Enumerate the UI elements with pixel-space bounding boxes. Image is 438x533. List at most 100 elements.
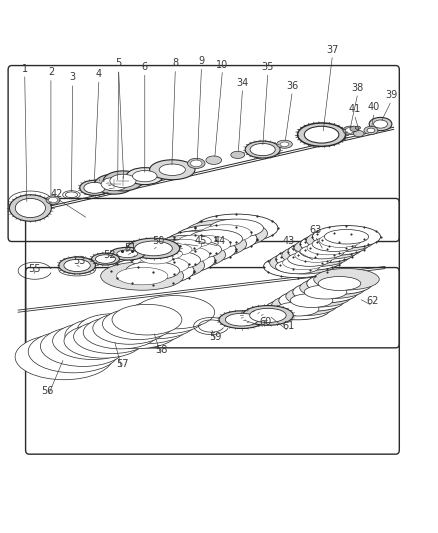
Text: 43: 43 — [283, 236, 295, 246]
Ellipse shape — [133, 171, 157, 182]
Text: 55: 55 — [28, 264, 41, 273]
Ellipse shape — [195, 214, 278, 243]
Ellipse shape — [77, 314, 147, 347]
Ellipse shape — [243, 305, 293, 325]
Ellipse shape — [101, 177, 127, 191]
Text: 2: 2 — [48, 68, 54, 77]
Ellipse shape — [346, 127, 354, 133]
Text: 63: 63 — [309, 225, 321, 236]
Ellipse shape — [110, 174, 136, 188]
Ellipse shape — [169, 239, 201, 251]
Ellipse shape — [307, 241, 349, 255]
Ellipse shape — [49, 197, 58, 203]
Ellipse shape — [283, 256, 325, 270]
Ellipse shape — [101, 262, 184, 290]
Ellipse shape — [350, 126, 359, 132]
Ellipse shape — [250, 308, 286, 322]
Ellipse shape — [209, 219, 263, 237]
Ellipse shape — [95, 174, 134, 194]
Text: 5: 5 — [116, 59, 122, 68]
Ellipse shape — [206, 156, 222, 164]
Text: 34: 34 — [237, 78, 249, 87]
Text: 56: 56 — [42, 386, 54, 397]
Ellipse shape — [150, 248, 182, 260]
Ellipse shape — [312, 237, 357, 252]
Ellipse shape — [231, 151, 245, 158]
Ellipse shape — [15, 334, 113, 379]
Ellipse shape — [143, 241, 226, 269]
Ellipse shape — [168, 231, 222, 251]
Ellipse shape — [319, 233, 361, 247]
Ellipse shape — [153, 236, 236, 264]
Ellipse shape — [184, 220, 268, 248]
Ellipse shape — [353, 131, 364, 136]
Text: 35: 35 — [262, 62, 274, 72]
Ellipse shape — [117, 268, 168, 285]
Text: 51: 51 — [125, 243, 137, 253]
Ellipse shape — [325, 229, 369, 244]
Ellipse shape — [187, 158, 205, 168]
Text: 9: 9 — [198, 56, 205, 66]
Text: 37: 37 — [326, 45, 339, 54]
Ellipse shape — [265, 298, 330, 320]
Ellipse shape — [114, 305, 196, 339]
Ellipse shape — [307, 273, 372, 294]
Text: 50: 50 — [152, 236, 165, 246]
Ellipse shape — [149, 240, 203, 260]
Ellipse shape — [59, 263, 95, 276]
Ellipse shape — [15, 198, 46, 217]
Ellipse shape — [286, 286, 351, 307]
Ellipse shape — [112, 304, 182, 335]
Text: 6: 6 — [142, 62, 148, 71]
Ellipse shape — [102, 308, 174, 340]
Ellipse shape — [295, 248, 337, 262]
Ellipse shape — [314, 269, 379, 290]
Ellipse shape — [138, 257, 189, 274]
Ellipse shape — [130, 248, 184, 268]
Ellipse shape — [83, 316, 158, 349]
Ellipse shape — [179, 235, 211, 247]
Ellipse shape — [74, 320, 150, 353]
Text: 1: 1 — [21, 64, 28, 74]
Ellipse shape — [264, 255, 332, 278]
Ellipse shape — [312, 225, 381, 248]
Ellipse shape — [95, 255, 116, 263]
Text: 38: 38 — [352, 83, 364, 93]
Text: 44: 44 — [214, 236, 226, 246]
Text: 45: 45 — [194, 236, 207, 246]
Text: 8: 8 — [172, 59, 178, 68]
Ellipse shape — [290, 294, 333, 308]
Ellipse shape — [174, 225, 257, 253]
Ellipse shape — [139, 244, 193, 264]
Ellipse shape — [53, 322, 133, 360]
Ellipse shape — [294, 237, 362, 259]
Ellipse shape — [272, 294, 337, 316]
Ellipse shape — [127, 238, 180, 259]
Text: 41: 41 — [348, 104, 360, 114]
Ellipse shape — [188, 230, 243, 248]
Ellipse shape — [250, 143, 275, 156]
Text: 10: 10 — [216, 60, 229, 70]
Ellipse shape — [364, 126, 378, 134]
Ellipse shape — [110, 247, 145, 260]
Ellipse shape — [355, 126, 360, 130]
Ellipse shape — [367, 128, 375, 133]
Ellipse shape — [200, 225, 252, 243]
Ellipse shape — [28, 330, 119, 373]
Ellipse shape — [65, 318, 140, 353]
Ellipse shape — [46, 196, 60, 204]
Ellipse shape — [293, 281, 358, 303]
Ellipse shape — [304, 285, 347, 299]
Ellipse shape — [179, 236, 231, 253]
Text: 39: 39 — [385, 90, 398, 100]
Text: 59: 59 — [209, 332, 222, 342]
Ellipse shape — [343, 126, 357, 135]
Ellipse shape — [282, 244, 350, 266]
Ellipse shape — [64, 324, 143, 358]
Ellipse shape — [111, 256, 194, 285]
Ellipse shape — [84, 182, 105, 193]
Text: 53: 53 — [73, 256, 85, 266]
Ellipse shape — [276, 302, 319, 316]
Ellipse shape — [124, 300, 205, 334]
Ellipse shape — [226, 313, 258, 326]
